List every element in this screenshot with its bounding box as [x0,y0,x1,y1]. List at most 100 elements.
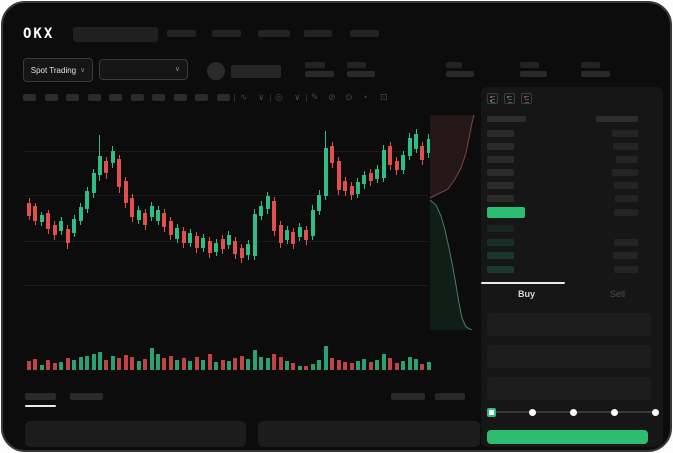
ask-row-price[interactable] [487,143,514,150]
search-input[interactable] [73,27,158,42]
ask-row-price[interactable] [487,195,514,202]
pair-select[interactable]: ∨ [99,59,188,80]
stat-label-placeholder [446,62,462,68]
candle [181,231,186,243]
stat-value-placeholder [446,71,474,77]
candle [265,196,270,209]
depth-chart[interactable] [428,113,481,331]
orderbook-header-price [487,116,526,122]
last-price-bar[interactable] [487,207,525,218]
coin-avatar[interactable] [207,62,225,80]
interval-pill[interactable] [66,94,79,101]
interval-pill[interactable] [173,94,187,101]
bid-row-amount [613,252,638,259]
stat-label-placeholder [520,62,539,68]
ask-row-price[interactable] [487,130,514,137]
candle [194,236,199,248]
bottom-action-pill[interactable] [435,393,465,400]
nav-menu-item[interactable] [167,30,196,37]
gridline [23,241,428,242]
chevron-down-icon[interactable]: ∨ [294,92,301,102]
volume-bar [136,361,141,370]
indicators-icon[interactable]: ◎ [275,92,283,102]
buy-submit-button[interactable] [487,430,648,444]
candle [394,161,399,170]
volume-bar [285,361,289,370]
volume-bar [304,366,309,370]
candle [130,198,135,217]
depth-fill [430,200,472,330]
ask-row-price[interactable] [487,182,514,189]
layout-book-asks-icon[interactable] [521,93,532,104]
interval-pill[interactable] [23,94,36,101]
interval-pill[interactable] [130,94,144,101]
nav-menu-item[interactable] [212,30,241,37]
candlestick-chart[interactable] [23,113,431,370]
eraser-icon[interactable]: ⊘ [328,92,336,102]
nav-menu-item[interactable] [350,30,379,37]
chevron-down-icon[interactable]: ∨ [258,92,265,102]
bid-row-price[interactable] [487,238,514,246]
fullscreen-icon[interactable]: ⊡ [380,92,388,102]
volume-bar [239,356,244,370]
candle [168,221,173,235]
volume-bar [272,354,277,370]
slider-stop[interactable] [528,408,536,416]
interval-pill[interactable] [216,94,230,101]
row-line [508,99,512,100]
volume-bar [407,357,412,370]
bottom-action-pill[interactable] [391,393,425,400]
camera-icon[interactable]: ⊙ [345,92,353,102]
history-icon[interactable]: ◔ [362,92,368,102]
ask-row-price[interactable] [487,156,514,163]
bottom-tab[interactable] [70,393,103,400]
bottom-tab[interactable] [25,393,56,400]
volume-bar [85,356,90,370]
ask-row-price[interactable] [487,169,514,176]
interval-pill[interactable] [109,94,122,101]
volume-bar [310,364,315,370]
bid-row-price[interactable] [487,265,514,273]
candle [355,182,360,194]
candle [381,150,386,178]
layout-book-bids-icon[interactable] [504,93,515,104]
order-input-field[interactable] [487,377,651,400]
candle [110,151,115,163]
market-type-label: Spot Trading [30,65,77,75]
candle [46,213,51,229]
volume-bar [168,356,173,370]
bid-row-price[interactable] [487,252,514,259]
interval-pill[interactable] [44,94,58,101]
tab-sell[interactable]: Sell [609,289,625,299]
layout-book-both-icon[interactable] [487,93,498,104]
volume-bar [381,354,386,370]
candle [117,159,122,187]
bid-row-price[interactable] [487,225,514,232]
candle [388,146,393,165]
nav-menu-item[interactable] [304,30,332,37]
interval-pill[interactable] [152,94,165,101]
candle [85,191,90,209]
chart-type-icon[interactable]: ∿ [240,92,248,102]
slider-stop[interactable] [610,408,618,416]
order-input-field[interactable] [487,313,651,336]
slider-stop[interactable] [651,408,659,416]
market-type-dropdown[interactable]: Spot Trading ∨ [23,58,93,82]
slider-handle[interactable] [486,407,496,417]
volume-bar [414,359,418,370]
interval-pill[interactable] [87,94,101,101]
toolbar-divider [270,94,271,102]
tab-buy[interactable]: Buy [517,289,535,299]
interval-pill[interactable] [195,94,208,101]
volume-bar [188,361,193,370]
volume-bar [252,350,257,370]
row-line [491,102,495,103]
color-dot-icon [490,96,492,98]
volume-bar [130,357,135,370]
candle [136,210,141,220]
volume-bar [394,363,399,370]
slider-stop[interactable] [569,408,577,416]
nav-menu-item[interactable] [258,30,290,37]
draw-line-icon[interactable]: ✎ [311,92,319,102]
order-input-field[interactable] [487,345,651,368]
